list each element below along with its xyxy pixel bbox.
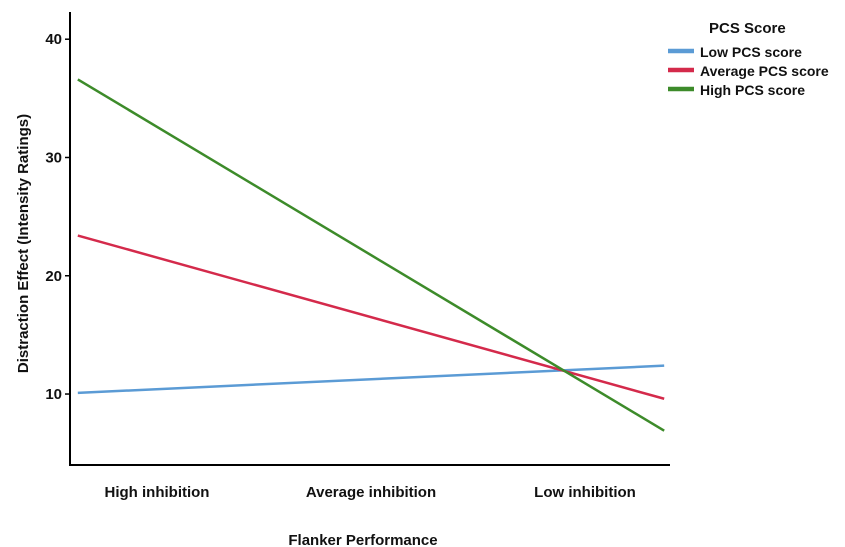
x-tick-label: High inhibition	[105, 484, 210, 501]
legend: PCS Score Low PCS score Average PCS score…	[668, 20, 829, 98]
x-ticks: High inhibition Average inhibition Low inh…	[105, 484, 636, 501]
axes	[69, 12, 670, 466]
legend-title: PCS Score	[709, 20, 786, 37]
legend-items: Low PCS score Average PCS score High PCS s…	[668, 44, 829, 98]
x-tick-label: Low inhibition	[534, 484, 636, 501]
y-tick-label: 20	[45, 268, 62, 285]
legend-label: Low PCS score	[700, 44, 802, 60]
y-axis-title: Distraction Effect (Intensity Ratings)	[15, 114, 32, 373]
y-tick-label: 30	[45, 149, 62, 166]
legend-label: Average PCS score	[700, 63, 829, 79]
y-tick-label: 10	[45, 386, 62, 403]
series-lines	[77, 78, 665, 432]
series-line	[77, 78, 665, 432]
legend-label: High PCS score	[700, 82, 805, 98]
series-line	[77, 364, 665, 395]
series-line	[77, 234, 665, 400]
x-axis-title: Flanker Performance	[288, 532, 437, 547]
x-tick-label: Average inhibition	[306, 484, 436, 501]
y-ticks: 10 20 30 40	[45, 31, 70, 403]
y-tick-label: 40	[45, 31, 62, 48]
